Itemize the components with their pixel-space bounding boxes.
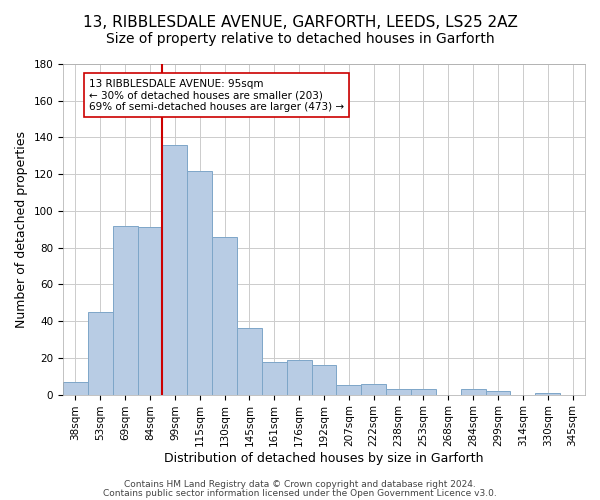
Text: Size of property relative to detached houses in Garforth: Size of property relative to detached ho…	[106, 32, 494, 46]
Bar	[63, 382, 88, 394]
Text: 13 RIBBLESDALE AVENUE: 95sqm
← 30% of detached houses are smaller (203)
69% of s: 13 RIBBLESDALE AVENUE: 95sqm ← 30% of de…	[89, 78, 344, 112]
Bar	[287, 360, 311, 394]
Bar	[461, 389, 485, 394]
Bar	[262, 362, 287, 394]
Bar	[88, 312, 113, 394]
Text: Contains public sector information licensed under the Open Government Licence v3: Contains public sector information licen…	[103, 488, 497, 498]
Bar	[212, 236, 237, 394]
Text: 13, RIBBLESDALE AVENUE, GARFORTH, LEEDS, LS25 2AZ: 13, RIBBLESDALE AVENUE, GARFORTH, LEEDS,…	[83, 15, 517, 30]
Bar	[361, 384, 386, 394]
Bar	[485, 391, 511, 394]
Bar	[137, 228, 163, 394]
Bar	[386, 389, 411, 394]
Bar	[311, 365, 337, 394]
X-axis label: Distribution of detached houses by size in Garforth: Distribution of detached houses by size …	[164, 452, 484, 465]
Y-axis label: Number of detached properties: Number of detached properties	[15, 131, 28, 328]
Bar	[237, 328, 262, 394]
Bar	[163, 145, 187, 394]
Bar	[187, 170, 212, 394]
Bar	[535, 393, 560, 394]
Bar	[337, 386, 361, 394]
Text: Contains HM Land Registry data © Crown copyright and database right 2024.: Contains HM Land Registry data © Crown c…	[124, 480, 476, 489]
Bar	[411, 389, 436, 394]
Bar	[113, 226, 137, 394]
